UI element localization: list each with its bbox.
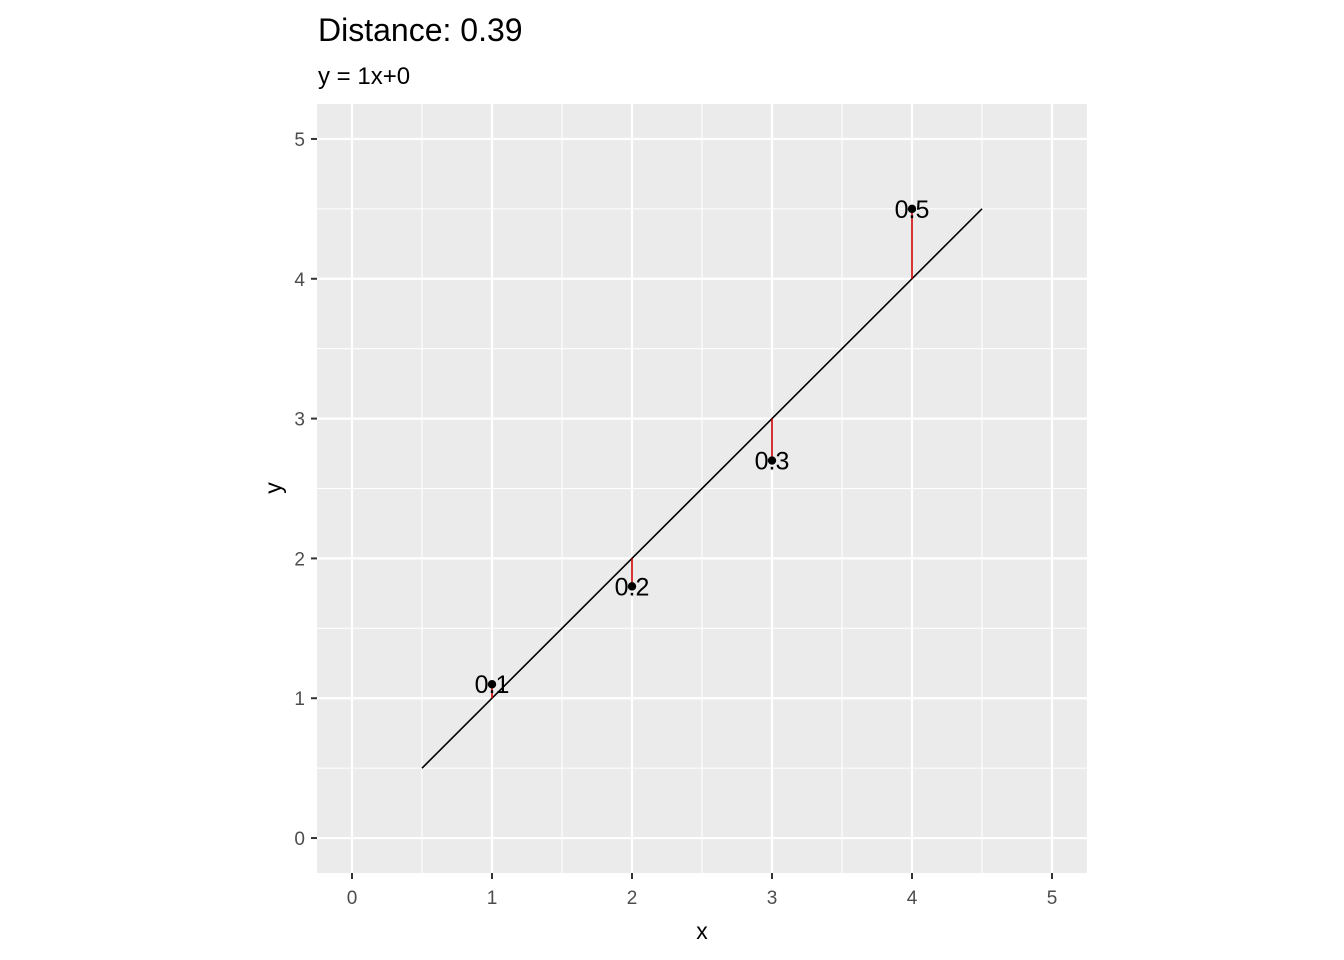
x-tick-label: 5 <box>1047 888 1058 909</box>
x-tick-label: 2 <box>627 888 638 909</box>
chart-subtitle: y = 1x+0 <box>318 63 410 90</box>
data-point <box>627 582 637 591</box>
fit-line <box>421 208 983 769</box>
x-tick-label: 4 <box>907 888 918 909</box>
x-tick-label: 0 <box>347 888 358 909</box>
y-tick-label: 3 <box>294 410 305 431</box>
chart-title: Distance: 0.39 <box>318 12 523 48</box>
data-label: 0.3 <box>755 448 790 476</box>
y-tick-label: 0 <box>294 829 305 850</box>
y-tick-label: 4 <box>294 270 305 291</box>
data-point <box>767 456 777 465</box>
x-tick-label: 3 <box>767 888 778 909</box>
data-marks: 0.1 0.2 0.3 0.5 <box>421 196 983 769</box>
data-label: 0.5 <box>895 196 930 224</box>
data-label: 0.1 <box>475 671 510 699</box>
y-tick-label: 1 <box>294 689 305 710</box>
y-axis-label: y <box>260 482 286 494</box>
y-axis: 0 1 2 3 4 5 <box>294 130 317 850</box>
data-point <box>907 204 917 214</box>
major-gridlines <box>317 104 1087 873</box>
y-tick-label: 2 <box>294 549 305 570</box>
x-axis: 0 1 2 3 4 5 <box>347 873 1058 909</box>
x-axis-label: x <box>696 918 708 944</box>
y-tick-label: 5 <box>294 130 305 151</box>
x-tick-label: 1 <box>487 888 498 909</box>
data-label: 0.2 <box>615 573 650 601</box>
data-point <box>487 680 497 689</box>
